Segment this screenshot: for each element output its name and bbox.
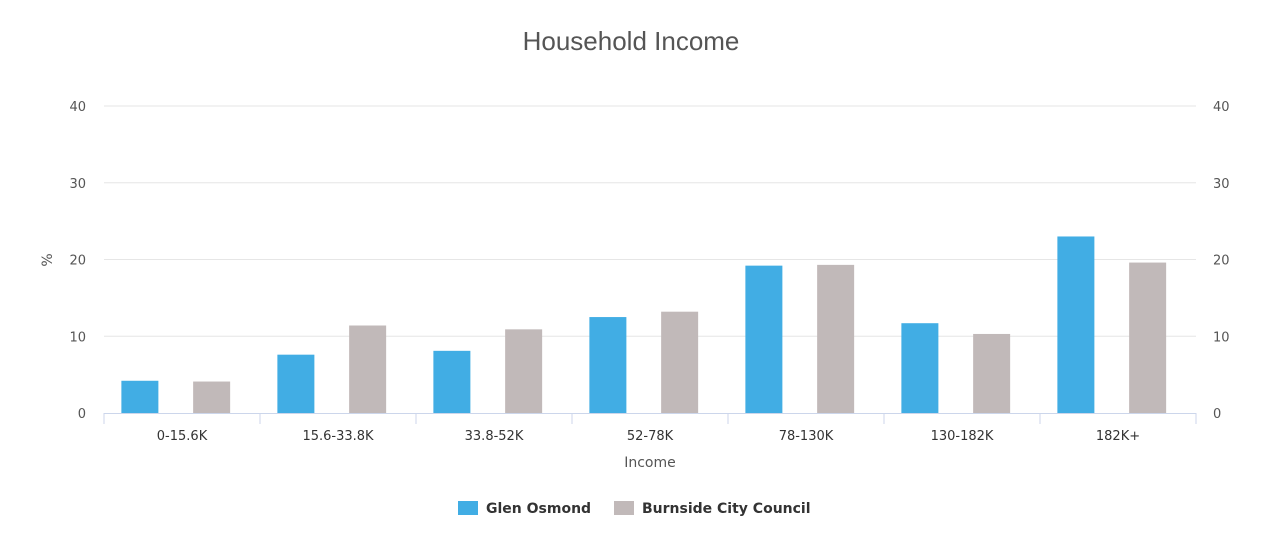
y-tick-label-left: 30 (69, 177, 86, 192)
y-tick-label-left: 0 (78, 407, 86, 422)
x-tick-label: 52-78K (627, 429, 674, 444)
bar-burnside-city-council (973, 333, 1011, 413)
legend-swatch (614, 501, 634, 515)
legend-swatch (458, 501, 478, 515)
bar-glen-osmond (1057, 236, 1095, 413)
gridlines (104, 105, 1196, 337)
bar-burnside-city-council (349, 325, 387, 413)
bar-burnside-city-council (661, 311, 699, 413)
bar-glen-osmond (433, 350, 471, 413)
bars (121, 236, 1167, 413)
legend: Glen Osmond Burnside City Council (458, 501, 811, 517)
y-tick-label-right: 20 (1213, 254, 1230, 269)
bar-glen-osmond (901, 323, 939, 413)
bar-glen-osmond (277, 354, 315, 413)
chart-title: Household Income (523, 26, 740, 56)
x-tick-label: 15.6-33.8K (302, 429, 374, 444)
x-tick-label: 33.8-52K (465, 429, 524, 444)
bar-burnside-city-council (817, 264, 855, 413)
x-axis-title: Income (624, 455, 676, 471)
bar-burnside-city-council (193, 381, 231, 413)
legend-item: Burnside City Council (614, 501, 811, 517)
y-tick-label-left: 20 (69, 254, 86, 269)
x-tick-label: 78-130K (779, 429, 834, 444)
legend-label: Burnside City Council (642, 501, 811, 517)
y-tick-label-left: 10 (69, 330, 86, 345)
legend-label: Glen Osmond (486, 501, 591, 517)
y-axis-title: % (40, 253, 56, 266)
y-tick-label-right: 40 (1213, 100, 1230, 115)
bar-burnside-city-council (1129, 262, 1167, 413)
y-tick-label-right: 0 (1213, 407, 1221, 422)
bar-glen-osmond (745, 265, 783, 413)
bar-glen-osmond (589, 317, 627, 413)
y-tick-label-right: 10 (1213, 330, 1230, 345)
bar-glen-osmond (121, 380, 159, 413)
y-tick-label-left: 40 (69, 100, 86, 115)
x-tick-label: 182K+ (1096, 429, 1140, 444)
x-tick-label: 130-182K (931, 429, 994, 444)
bar-burnside-city-council (505, 329, 543, 413)
axes: 0 10 20 30 40 0 10 20 30 40 0-15.6K 15.6-33.8K 33.8-… (69, 100, 1229, 444)
y-tick-label-right: 30 (1213, 177, 1230, 192)
x-tick-label: 0-15.6K (157, 429, 208, 444)
legend-item: Glen Osmond (458, 501, 591, 517)
